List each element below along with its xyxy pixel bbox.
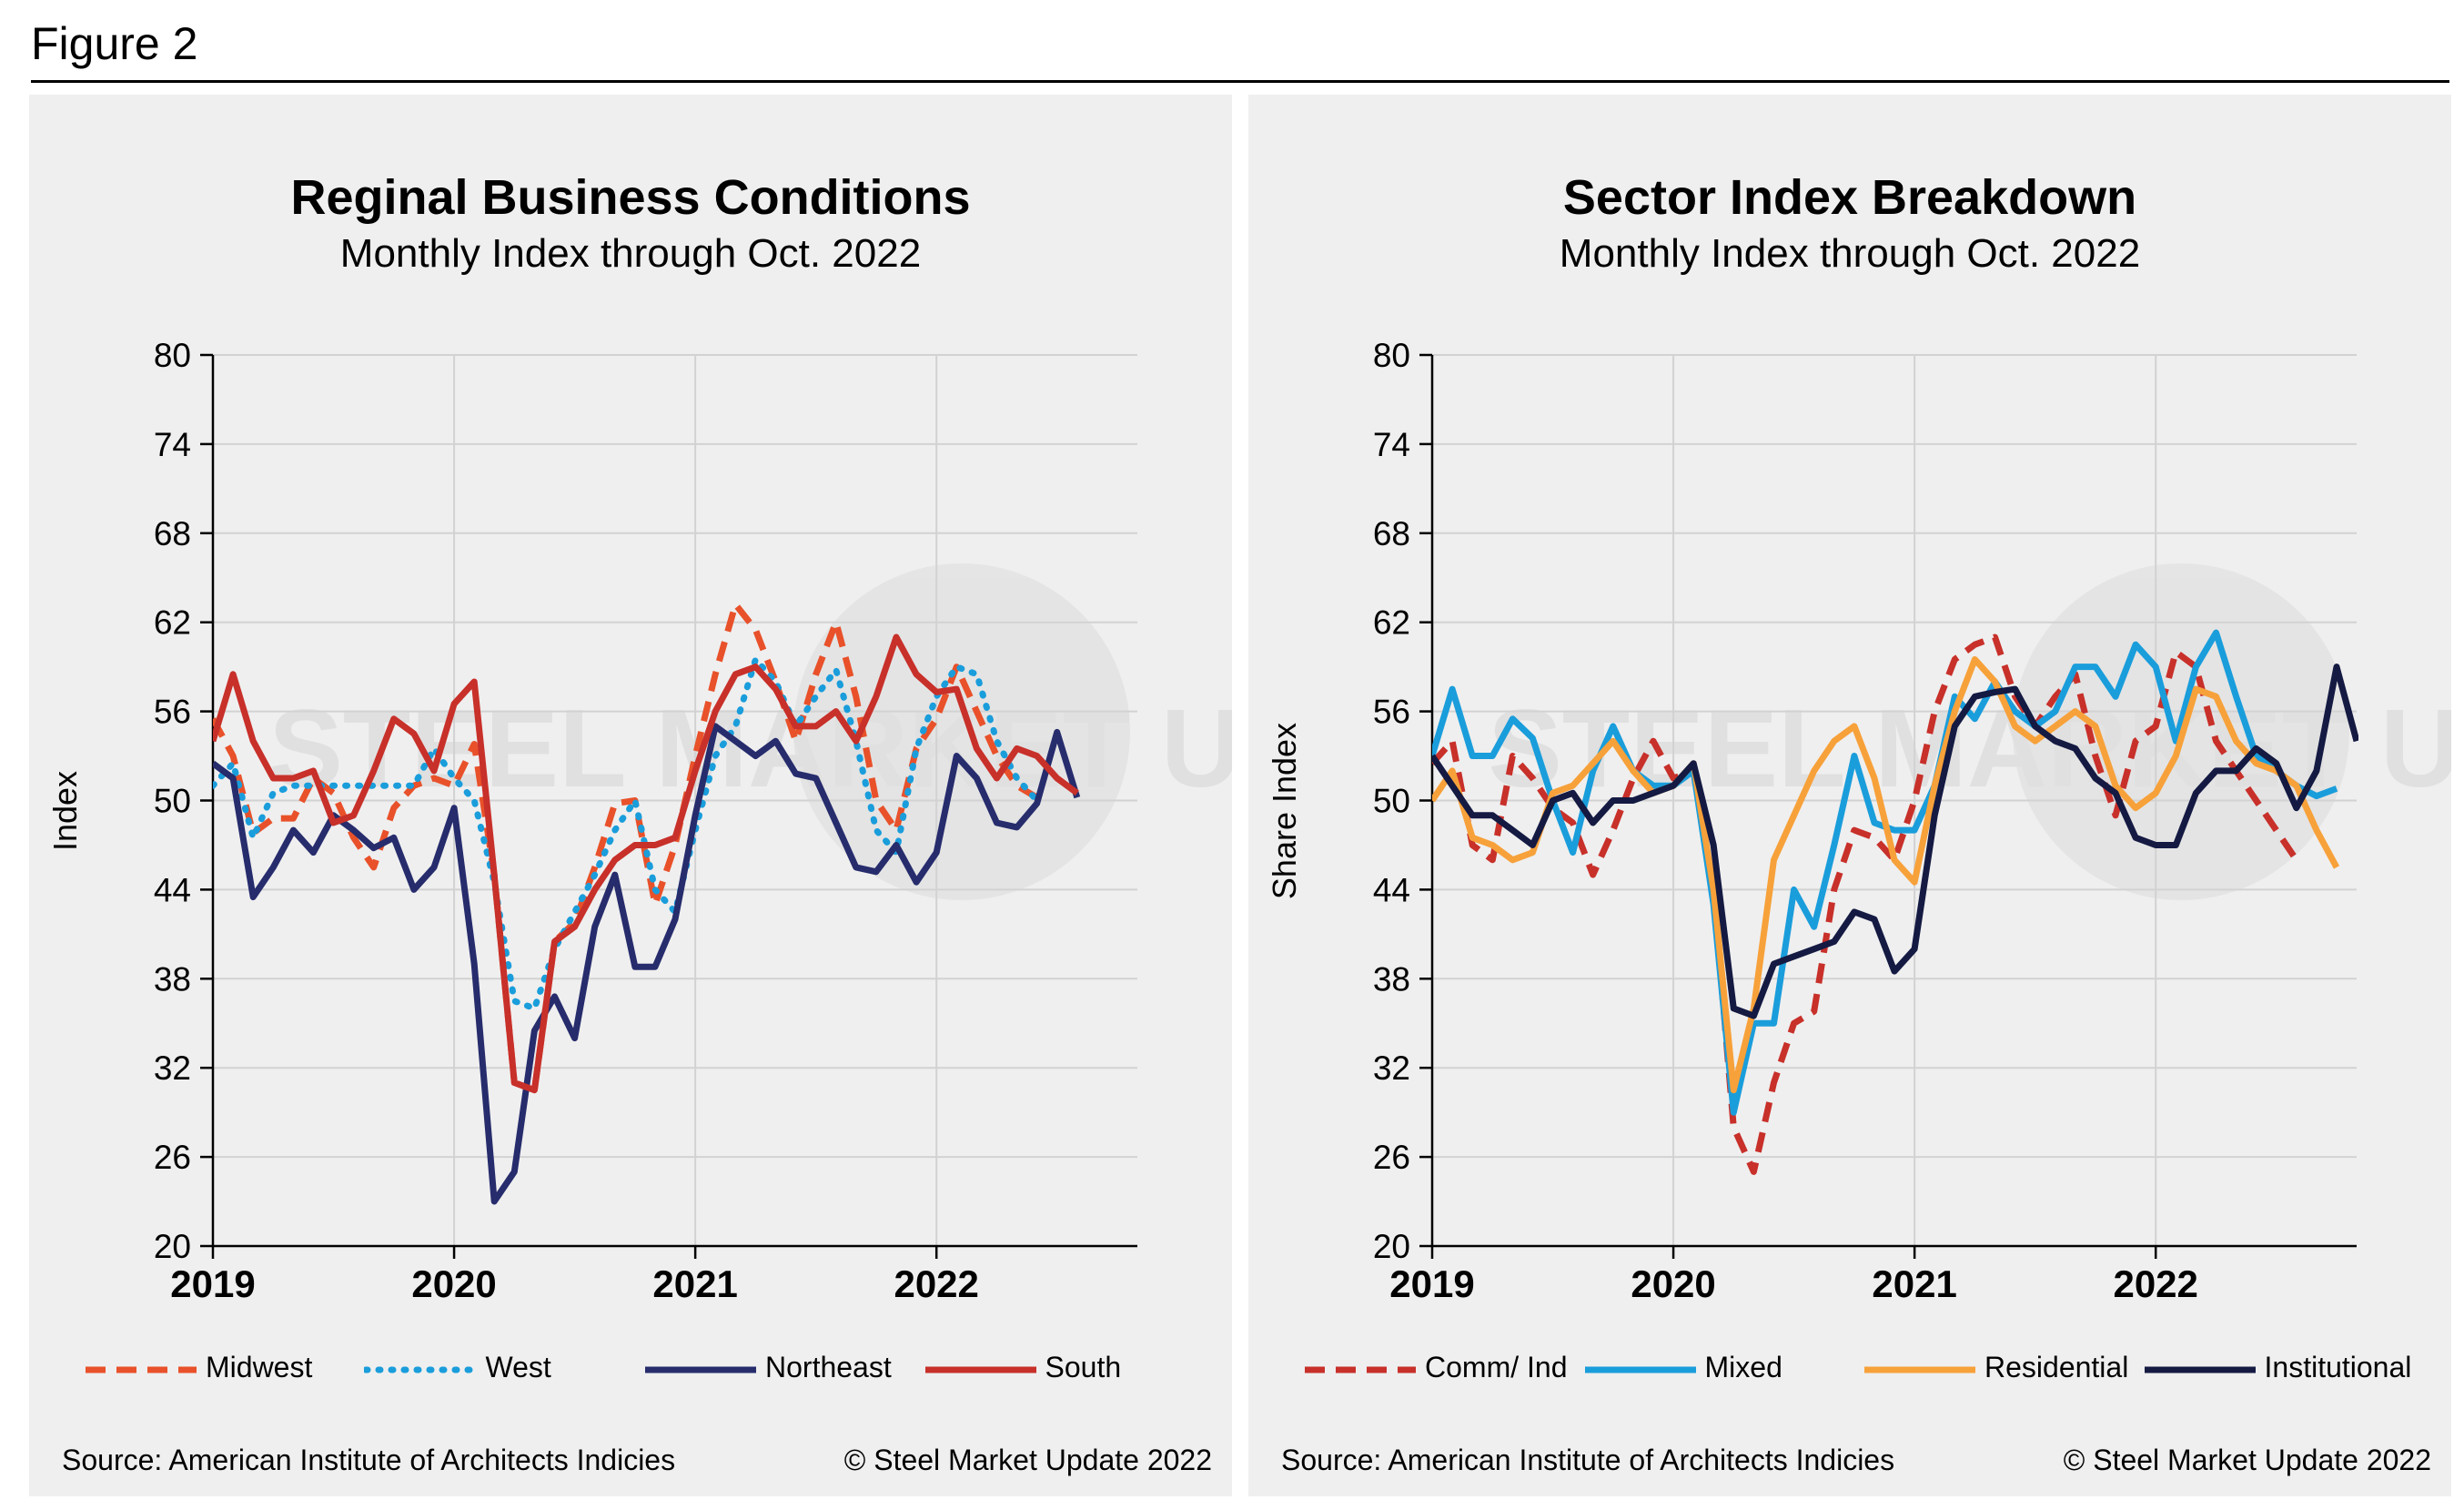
legend-label: Northeast: [765, 1351, 892, 1383]
legend-item-mixed: Mixed: [1583, 1347, 1863, 1393]
y-tick-label: 56: [1373, 694, 1410, 731]
legend-swatch: [86, 1366, 197, 1373]
chart-legend: Midwest West Northeast South: [29, 1347, 1232, 1393]
y-tick-label: 68: [154, 515, 191, 552]
legend-item-institutional: Institutional: [2143, 1347, 2423, 1393]
y-tick-label: 44: [154, 871, 191, 908]
y-tick-label: 80: [154, 337, 191, 374]
y-tick-label: 26: [154, 1139, 191, 1176]
chart-subtitle: Monthly Index through Oct. 2022: [339, 231, 922, 276]
x-tick-label: 2019: [170, 1262, 255, 1305]
copyright-note: © Steel Market Update 2022: [843, 1444, 1212, 1476]
sector-line-chart: STEEL MARKET UPDATE 20 26 32 38 44 50 56 62 68 74 8…: [1373, 337, 2451, 1305]
series-line-institutional: [1432, 664, 2358, 1019]
legend-label: Mixed: [1704, 1351, 1782, 1383]
y-tick-label: 32: [1373, 1049, 1410, 1087]
y-tick-label: 68: [1373, 515, 1410, 552]
x-tick-label: 2020: [411, 1262, 496, 1305]
y-tick-label: 20: [154, 1228, 191, 1265]
figure-label: Figure 2: [31, 18, 198, 69]
legend-item-comm-ind: Comm/ Ind: [1303, 1347, 1583, 1393]
x-tick-label: 2021: [1872, 1262, 1956, 1305]
legend-item-west: West: [363, 1347, 644, 1393]
y-tick-label: 62: [154, 604, 191, 642]
series-line-northeast: [213, 723, 1081, 1205]
chart-panel-regional: Reginal Business Conditions Monthly Inde…: [29, 95, 1232, 1496]
y-tick-label: 44: [1373, 871, 1410, 908]
legend-swatch: [1584, 1366, 1696, 1373]
y-tick-label: 32: [154, 1049, 191, 1087]
legend-label: Comm/ Ind: [1425, 1351, 1568, 1383]
legend-label: West: [485, 1351, 551, 1383]
legend-swatch: [363, 1366, 480, 1373]
series-line-south: [213, 633, 1079, 1094]
y-tick-label: 56: [154, 694, 191, 731]
source-note: Source: American Institute of Architects…: [62, 1444, 676, 1476]
regional-line-chart: STEEL MARKET UPDATE202632384450566268748…: [154, 337, 1232, 1305]
series-line-comm-ind: [1432, 633, 2299, 1175]
y-tick-label: 50: [154, 783, 191, 820]
chart-title: Reginal Business Conditions: [290, 170, 971, 225]
header-rule: [31, 80, 2449, 83]
legend-label: Midwest: [206, 1351, 313, 1383]
y-tick-label: 26: [1373, 1139, 1410, 1176]
chart-subtitle: Monthly Index through Oct. 2022: [1559, 231, 2141, 276]
legend-item-south: South: [924, 1347, 1204, 1393]
x-tick-label: 2019: [1389, 1262, 1474, 1305]
legend-label: South: [1045, 1351, 1122, 1383]
y-tick-label: 38: [154, 960, 191, 998]
chart-panel-sector: Sector Index Breakdown Monthly Index thr…: [1248, 95, 2451, 1496]
legend-swatch: [1305, 1366, 1416, 1373]
chart-title: Sector Index Breakdown: [1562, 170, 2137, 225]
y-tick-label: 74: [154, 426, 191, 463]
y-tick-label: 62: [1373, 604, 1410, 642]
legend-swatch: [924, 1366, 1036, 1373]
legend-item-midwest: Midwest: [84, 1347, 364, 1393]
series-line-west: [213, 656, 1041, 1012]
series-line-residential: [1432, 656, 2340, 1094]
source-note: Source: American Institute of Architects…: [1281, 1444, 1895, 1476]
legend-item-northeast: Northeast: [643, 1347, 924, 1393]
x-tick-label: 2022: [2113, 1262, 2197, 1305]
x-tick-label: 2020: [1631, 1262, 1715, 1305]
y-tick-label: 74: [1373, 426, 1410, 463]
y-tick-label: 20: [1373, 1228, 1410, 1265]
chart-legend: Comm/ Ind Mixed Residential Institutional: [1248, 1347, 2451, 1393]
watermark: STEEL MARKET UPDATE: [1488, 563, 2451, 900]
legend-swatch: [2144, 1366, 2256, 1373]
copyright-note: © Steel Market Update 2022: [2063, 1444, 2431, 1476]
series-line-midwest: [213, 601, 1039, 1094]
y-tick-label: 50: [1373, 783, 1410, 820]
legend-label: Institutional: [2264, 1351, 2412, 1383]
x-tick-label: 2021: [652, 1262, 737, 1305]
y-tick-label: 80: [1373, 337, 1410, 374]
legend-swatch: [1864, 1366, 1975, 1373]
x-tick-label: 2022: [894, 1262, 978, 1305]
watermark-globe-icon: [793, 563, 1130, 900]
legend-item-residential: Residential: [1863, 1347, 2143, 1393]
y-tick-label: 38: [1373, 960, 1410, 998]
legend-label: Residential: [1984, 1351, 2129, 1383]
legend-swatch: [645, 1366, 756, 1373]
